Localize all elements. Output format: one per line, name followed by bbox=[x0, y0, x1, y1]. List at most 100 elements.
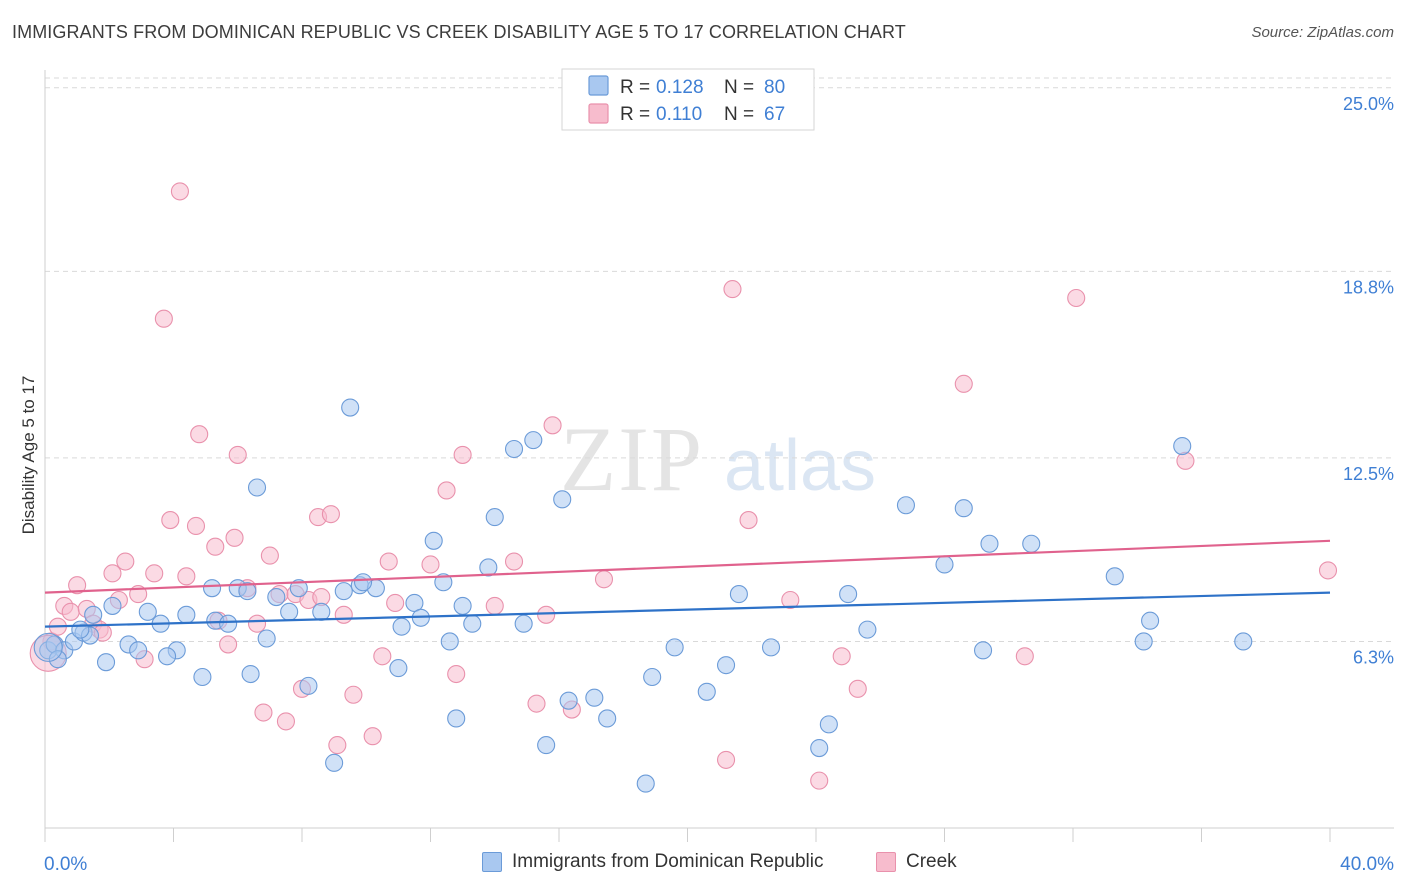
dominican-point bbox=[389, 659, 408, 678]
legend-label-creek: Creek bbox=[906, 851, 957, 872]
dominican-point bbox=[193, 667, 212, 687]
creek-point bbox=[328, 736, 347, 755]
dominican-point bbox=[1105, 567, 1124, 586]
dominican-point bbox=[424, 531, 443, 550]
dominican-point bbox=[203, 579, 222, 598]
creek-point bbox=[228, 445, 247, 464]
creek-point bbox=[344, 685, 363, 704]
dominican-point bbox=[129, 641, 148, 660]
creek-point bbox=[321, 505, 340, 524]
dominican-point bbox=[479, 558, 498, 577]
dominican-point bbox=[537, 736, 556, 755]
creek-point bbox=[1015, 647, 1034, 666]
legend-swatch-dominican bbox=[482, 852, 502, 872]
creek-point bbox=[1067, 288, 1086, 308]
dominican-point bbox=[312, 602, 331, 621]
x-tick-label-min: 0.0% bbox=[44, 854, 87, 875]
dominican-point bbox=[440, 632, 459, 651]
creek-point bbox=[504, 552, 524, 571]
creek-point bbox=[723, 280, 742, 299]
dominican-point bbox=[353, 573, 373, 592]
creek-point bbox=[543, 416, 562, 435]
dominican-point bbox=[485, 508, 504, 527]
dominican-point bbox=[247, 478, 267, 497]
dominican-point bbox=[514, 614, 533, 633]
dominican-point bbox=[241, 664, 260, 684]
creek-point bbox=[145, 564, 164, 583]
creek-point bbox=[437, 481, 456, 500]
y-tick-label: 18.8% bbox=[1343, 277, 1394, 297]
creek-point bbox=[373, 647, 392, 666]
dominican-trend-line bbox=[44, 591, 1331, 628]
creek-point bbox=[537, 605, 556, 624]
dominican-point bbox=[453, 596, 472, 615]
creek-point bbox=[154, 309, 173, 328]
legend-n-value-pink: 67 bbox=[764, 104, 785, 125]
trend-lines bbox=[44, 539, 1331, 628]
dominican-point bbox=[1134, 632, 1153, 651]
dominican-point bbox=[636, 774, 655, 793]
creek-point bbox=[177, 567, 196, 586]
creek-point bbox=[527, 694, 546, 713]
dominican-point bbox=[71, 620, 90, 639]
creek-point bbox=[954, 374, 973, 393]
dominican-point bbox=[96, 653, 116, 672]
dominican-point bbox=[325, 753, 344, 772]
creek-point bbox=[810, 771, 829, 790]
gridlines bbox=[45, 77, 1394, 642]
dominican-point bbox=[158, 647, 177, 666]
watermark-zip: ZIP bbox=[560, 408, 704, 510]
creek-point bbox=[170, 182, 189, 201]
watermark: ZIP atlas bbox=[560, 408, 876, 510]
dominican-point bbox=[697, 682, 716, 701]
dominican-point bbox=[559, 691, 578, 710]
dominican-point bbox=[1022, 534, 1041, 553]
creek-point bbox=[832, 647, 851, 666]
creek-point bbox=[447, 664, 466, 684]
dominican-point bbox=[334, 582, 353, 601]
legend-swatch-creek bbox=[876, 852, 896, 872]
dominican-point bbox=[219, 614, 238, 633]
creek-point bbox=[276, 712, 295, 731]
legend-n-label-pink: N = bbox=[724, 104, 754, 125]
dominican-point bbox=[1141, 611, 1160, 630]
axes bbox=[44, 70, 1394, 842]
legend-top: R = 0.128 N = 80 R = 0.110 N = 67 bbox=[561, 68, 815, 131]
creek-point bbox=[781, 590, 800, 610]
y-tick-label: 25.0% bbox=[1343, 94, 1394, 114]
dominican-point bbox=[103, 596, 122, 615]
dominican-point bbox=[434, 573, 453, 592]
dominican-point bbox=[819, 715, 838, 734]
creek-point bbox=[254, 703, 273, 722]
x-tick-label-max: 40.0% bbox=[1340, 854, 1394, 875]
dominican-point bbox=[463, 614, 482, 633]
dominican-point bbox=[973, 641, 993, 660]
dominican-point bbox=[84, 605, 103, 624]
dominican-point bbox=[858, 620, 877, 639]
creek-point bbox=[161, 511, 180, 530]
creek-point bbox=[247, 614, 267, 633]
dominican-point bbox=[392, 617, 411, 636]
dominican-point bbox=[839, 585, 858, 604]
dominican-point bbox=[48, 650, 67, 669]
legend-n-value-blue: 80 bbox=[764, 77, 785, 98]
creek-point bbox=[61, 602, 80, 621]
legend-item-creek[interactable]: Creek bbox=[876, 851, 957, 873]
dominican-point bbox=[299, 676, 318, 695]
creek-point bbox=[453, 445, 472, 464]
legend-r-label-pink: R = bbox=[620, 104, 650, 125]
dominican-point bbox=[447, 709, 466, 728]
dominican-point bbox=[257, 629, 276, 648]
creek-point bbox=[716, 750, 736, 769]
dominican-point bbox=[729, 585, 748, 604]
creek-point bbox=[190, 425, 209, 444]
dominican-point bbox=[524, 431, 543, 450]
dominican-point bbox=[138, 602, 157, 621]
legend-r-value-blue: 0.128 bbox=[656, 77, 704, 98]
dominican-point bbox=[238, 582, 257, 601]
creek-point bbox=[739, 511, 758, 530]
dominican-point bbox=[177, 605, 196, 624]
legend-item-dominican[interactable]: Immigrants from Dominican Republic bbox=[482, 851, 824, 873]
dominican-point bbox=[761, 638, 781, 657]
